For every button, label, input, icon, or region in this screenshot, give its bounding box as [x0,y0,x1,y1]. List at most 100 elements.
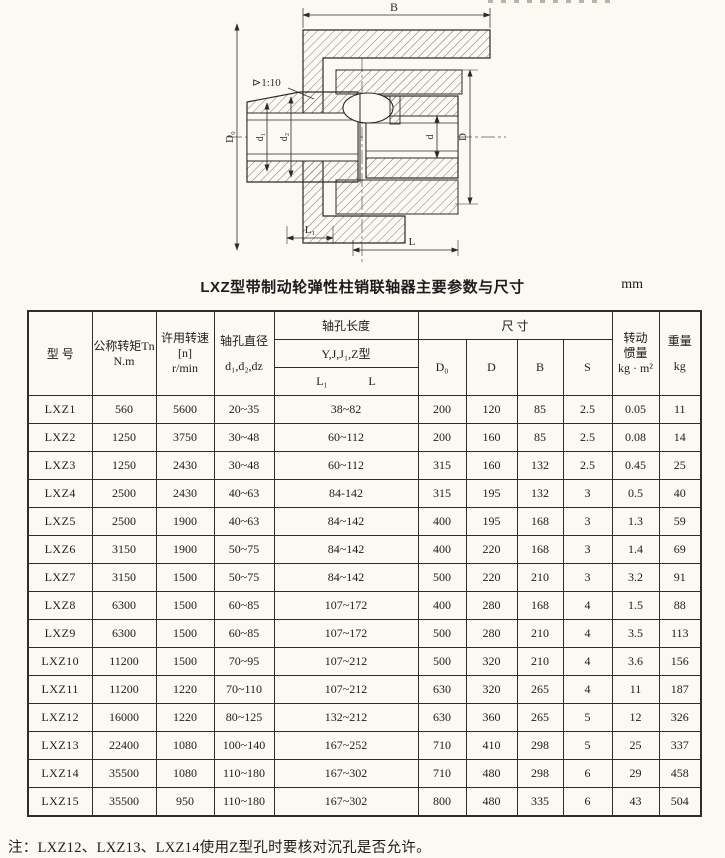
header-B-label: B [535,360,544,374]
value-cell: 11200 [91,647,157,676]
value-cell: 800 [417,787,467,817]
value-cell: 2.5 [562,395,613,424]
value-cell: 480 [465,759,518,788]
model-cell: LXZ13 [27,731,93,760]
value-cell: 3.5 [611,619,660,648]
value-cell: 220 [465,563,518,592]
value-cell: 107~172 [273,619,419,648]
value-cell: 25 [658,451,702,480]
header-bore-line2: d₁,d₂,dz [225,358,263,373]
value-cell: 950 [155,787,215,817]
value-cell: 1080 [155,759,215,788]
value-cell: 91 [658,563,702,592]
lower-flange [335,179,459,215]
header-inertia-line2: 惯量 [623,346,648,360]
value-cell: 84~142 [273,535,419,564]
value-cell: 0.5 [611,479,660,508]
value-cell: 1900 [155,535,215,564]
table-row: LXZ15 35500 950 110~180 167~302 800 480 335 6 43 5… [27,787,702,817]
value-cell: 60~85 [213,619,275,648]
table-row: LXZ10 11200 1500 70~95 107~212 500 320 210 4 3.6 1… [27,647,702,676]
value-cell: 4 [562,591,613,620]
upper-flange [335,69,463,95]
value-cell: 60~112 [273,423,419,452]
value-cell: 3 [562,479,613,508]
table-row: LXZ7 3150 1500 50~75 84~142 500 220 210 3 3.2 91 [27,563,702,592]
value-cell: 168 [516,591,564,620]
model-cell: LXZ2 [27,423,93,452]
value-cell: 5 [562,703,613,732]
value-cell: 335 [516,787,564,817]
header-L1-L: L₁ L [273,367,419,396]
value-cell: 3150 [91,563,157,592]
header-inertia-line3: kg · m² [618,361,653,375]
header-S-label: S [584,360,591,374]
dimension-D0-label: D₀ [224,131,236,143]
value-cell: 70~110 [213,675,275,704]
value-cell: 320 [465,675,518,704]
value-cell: 220 [465,535,518,564]
value-cell: 410 [465,731,518,760]
value-cell: 50~75 [213,563,275,592]
value-cell: 167~252 [273,731,419,760]
header-L1-label: L₁ [316,374,328,388]
model-cell: LXZ12 [27,703,93,732]
value-cell: 710 [417,731,467,760]
value-cell: 60~85 [213,591,275,620]
header-inertia: 转动 惯量 kg · m² [611,310,660,396]
value-cell: 38~82 [273,395,419,424]
table-row: LXZ3 1250 2430 30~48 60~112 315 160 132 2.5 0.45 2… [27,451,702,480]
header-speed-line1: 许用转速 [160,331,209,345]
header-L-label: L [368,374,376,388]
value-cell: 29 [611,759,660,788]
coupling-section-drawing: B ⊳1:10 D₀ d₁ d₂ d D L₁ L [0,0,725,272]
value-cell: 360 [465,703,518,732]
value-cell: 88 [658,591,702,620]
value-cell: 6300 [91,619,157,648]
header-bore-length-label: 轴孔长度 [321,319,370,333]
value-cell: 1.5 [611,591,660,620]
value-cell: 500 [417,619,467,648]
table-row: LXZ9 6300 1500 60~85 107~172 500 280 210 4 3.5 113 [27,619,702,648]
value-cell: 2.5 [562,451,613,480]
header-weight: 重量 kg [658,310,702,396]
value-cell: 280 [465,619,518,648]
model-cell: LXZ11 [27,675,93,704]
value-cell: 30~48 [213,451,275,480]
header-S: S [562,339,613,396]
clipped-text-fragment [488,0,616,3]
brake-wheel-shell [302,29,491,244]
table-row: LXZ6 3150 1900 50~75 84~142 400 220 168 3 1.4 69 [27,535,702,564]
value-cell: 168 [516,507,564,536]
right-bore [365,115,459,159]
value-cell: 200 [417,423,467,452]
value-cell: 298 [516,731,564,760]
value-cell: 280 [465,591,518,620]
value-cell: 50~75 [213,535,275,564]
value-cell: 337 [658,731,702,760]
value-cell: 4 [562,619,613,648]
model-cell: LXZ9 [27,619,93,648]
value-cell: 630 [417,703,467,732]
header-bore-length-group: 轴孔长度 [273,310,419,340]
value-cell: 458 [658,759,702,788]
value-cell: 0.08 [611,423,660,452]
value-cell: 12 [611,703,660,732]
table-body: LXZ1 560 5600 20~35 38~82 200 120 85 2.5 0.05 11 LX… [27,395,702,817]
value-cell: 710 [417,759,467,788]
dimension-L-label: L [409,236,416,248]
dimension-L1-label: L₁ [305,224,316,236]
value-cell: 210 [516,647,564,676]
value-cell: 298 [516,759,564,788]
value-cell: 120 [465,395,518,424]
model-cell: LXZ3 [27,451,93,480]
dimension-d1-label: d₁ [255,133,266,142]
value-cell: 3 [562,563,613,592]
table-row: LXZ5 2500 1900 40~63 84~142 400 195 168 3 1.3 59 [27,507,702,536]
value-cell: 320 [465,647,518,676]
value-cell: 3750 [155,423,215,452]
value-cell: 25 [611,731,660,760]
header-torque-line2: N.m [113,353,135,368]
model-cell: LXZ8 [27,591,93,620]
value-cell: 1250 [91,423,157,452]
